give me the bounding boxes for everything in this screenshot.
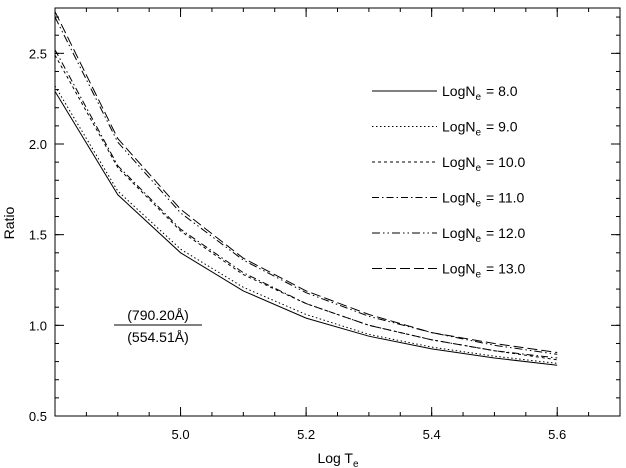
x-tick-label: 5.2 [297, 427, 315, 442]
legend-subscript: e [475, 163, 481, 174]
legend-subscript: e [475, 234, 481, 245]
legend-subscript: e [475, 92, 481, 103]
x-tick-label: 5.4 [423, 427, 441, 442]
series-lines [54, 11, 558, 366]
y-tick-label: 0.5 [29, 409, 47, 424]
x-tick-label: 5.0 [172, 427, 190, 442]
legend-name: LogN [442, 119, 475, 135]
y-tick-label: 2.0 [29, 137, 47, 152]
legend-subscript: e [475, 199, 481, 210]
y-tick-label: 1.0 [29, 318, 47, 333]
series-line-3 [54, 49, 558, 359]
axis-ticks: 5.0 5.2 5.4 5.6 0.5 1.0 1.5 2.0 2.5 [29, 8, 621, 442]
series-line-0 [54, 91, 558, 366]
legend-value: = 8.0 [486, 83, 518, 99]
annotation-denominator: (554.51Å) [127, 329, 188, 345]
legend-label-5: LogNe = 13.0 [442, 261, 526, 281]
legend-label-1: LogNe = 9.0 [442, 119, 518, 139]
legend-value: = 10.0 [486, 154, 526, 170]
legend-name: LogN [442, 154, 475, 170]
y-tick-label: 1.5 [29, 228, 47, 243]
legend-label-3: LogNe = 11.0 [442, 190, 525, 210]
x-tick-label: 5.6 [548, 427, 566, 442]
series-line-4 [54, 16, 558, 355]
legend-label-2: LogNe = 10.0 [442, 154, 526, 174]
legend-subscript: e [475, 128, 481, 139]
y-tick-label: 2.5 [29, 46, 47, 61]
ratio-annotation: (790.20Å) (554.51Å) [114, 307, 202, 345]
legend-value: = 12.0 [486, 225, 526, 241]
legend-label-0: LogNe = 8.0 [442, 83, 518, 103]
legend-name: LogN [442, 190, 475, 206]
legend-name: LogN [442, 83, 475, 99]
x-axis-label: Log Te [317, 450, 359, 468]
legend-name: LogN [442, 261, 475, 277]
series-line-5 [54, 11, 558, 353]
legend-subscript: e [475, 270, 481, 281]
legend-value: = 11.0 [486, 190, 524, 206]
legend-name: LogN [442, 225, 475, 241]
annotation-numerator: (790.20Å) [127, 307, 188, 323]
legend-value: = 13.0 [486, 261, 526, 277]
legend-value: = 9.0 [486, 119, 518, 135]
y-axis-label: Ratio [1, 206, 17, 239]
legend-label-4: LogNe = 12.0 [442, 225, 526, 245]
